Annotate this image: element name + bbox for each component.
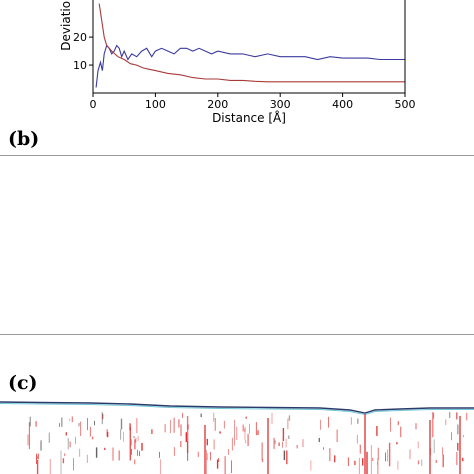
plot-frame xyxy=(92,0,406,94)
x-tick-label-500: 500 xyxy=(395,98,416,111)
x-axis-label: Distance [Å] xyxy=(212,110,286,125)
surface-highlight-line xyxy=(0,403,474,416)
subsurface-marks xyxy=(27,412,468,474)
series-line-1 xyxy=(98,3,405,83)
x-tick-label-0: 0 xyxy=(90,98,97,111)
surface-line xyxy=(0,401,474,414)
series-line-0 xyxy=(95,44,405,88)
panel-c-label: (c) xyxy=(8,372,38,394)
x-tick-label-100: 100 xyxy=(145,98,166,111)
x-tick-label-300: 300 xyxy=(270,98,291,111)
y-tick-label-20: 20 xyxy=(73,31,87,44)
x-tick-label-400: 400 xyxy=(332,98,353,111)
y-tick-label-10: 10 xyxy=(73,59,87,72)
x-tick-label-200: 200 xyxy=(207,98,228,111)
panel-b-label: (b) xyxy=(8,128,40,150)
y-axis-label: Deviation xyxy=(59,0,73,51)
